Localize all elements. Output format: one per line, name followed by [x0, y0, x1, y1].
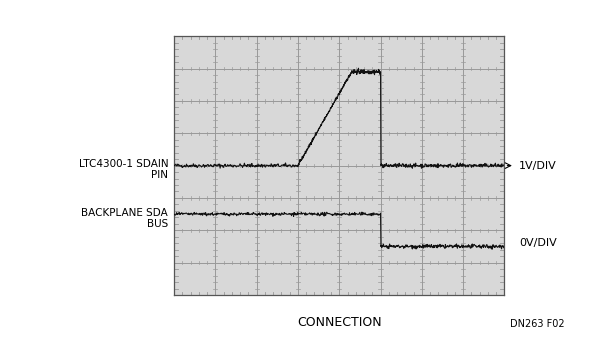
Text: 1V/DIV: 1V/DIV	[519, 161, 557, 170]
Text: CONNECTION: CONNECTION	[297, 316, 382, 329]
Text: BACKPLANE SDA
BUS: BACKPLANE SDA BUS	[81, 208, 168, 229]
Text: LTC4300-1 SDAIN
PIN: LTC4300-1 SDAIN PIN	[78, 159, 168, 180]
Text: DN263 F02: DN263 F02	[510, 319, 565, 329]
Text: 0V/DIV: 0V/DIV	[519, 238, 557, 248]
